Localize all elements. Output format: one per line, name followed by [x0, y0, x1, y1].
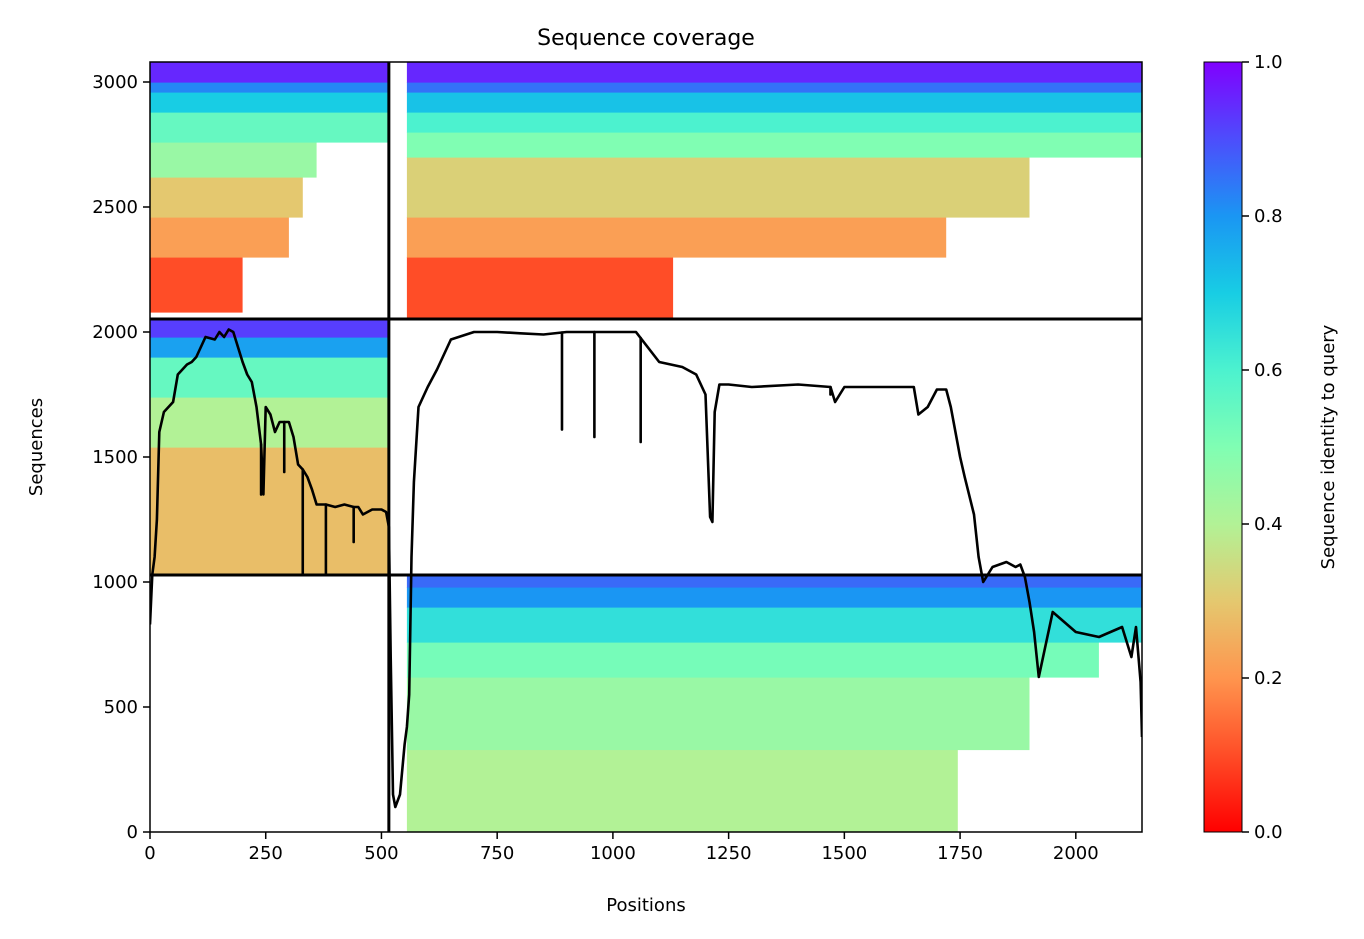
identity-band — [150, 319, 389, 338]
identity-band — [406, 257, 674, 320]
colorbar-tick-label: 0.2 — [1254, 668, 1283, 689]
identity-band — [406, 132, 1142, 158]
y-tick-label: 3000 — [92, 72, 138, 93]
identity-band — [150, 357, 389, 398]
boundary-layer — [150, 62, 1142, 832]
identity-band — [150, 337, 389, 358]
y-tick-label: 1500 — [92, 447, 138, 468]
identity-band — [150, 92, 389, 113]
y-axis-label: Sequences — [26, 398, 47, 496]
x-tick-label: 500 — [364, 843, 398, 864]
coverage-line — [150, 328, 1142, 809]
plot-frame — [149, 61, 1143, 833]
colorbar: 0.0 0.2 0.4 0.6 0.8 1.0 Sequence identity to … — [1203, 52, 1339, 843]
colorbar-ticks: 0.0 0.2 0.4 0.6 0.8 1.0 — [1242, 52, 1283, 843]
identity-band — [406, 749, 958, 832]
block-middle-left — [150, 319, 389, 576]
block-top-left — [150, 62, 389, 313]
x-tick-label: 1250 — [706, 843, 752, 864]
identity-band — [406, 217, 947, 258]
x-axis: 0 250 500 750 1000 1250 1500 1750 2000 — [144, 832, 1099, 864]
y-tick-label: 1000 — [92, 572, 138, 593]
identity-band — [406, 112, 1142, 133]
identity-band — [150, 142, 317, 178]
block-bottom-right — [406, 575, 1142, 832]
identity-band — [406, 677, 1030, 751]
x-tick-label: 1500 — [821, 843, 867, 864]
identity-band — [150, 62, 389, 83]
identity-band — [150, 447, 389, 576]
y-tick-label: 2500 — [92, 197, 138, 218]
y-axis: 0 500 1000 1500 2000 2500 3000 — [92, 72, 150, 843]
identity-band — [150, 397, 389, 448]
x-tick-label: 0 — [144, 843, 155, 864]
chart-title: Sequence coverage — [537, 26, 755, 51]
identity-band — [150, 82, 389, 93]
colorbar-tick-label: 1.0 — [1254, 52, 1283, 73]
identity-band — [406, 642, 1099, 678]
colorbar-tick-label: 0.0 — [1254, 822, 1283, 843]
colorbar-label: Sequence identity to query — [1318, 324, 1339, 569]
x-tick-label: 250 — [249, 843, 283, 864]
heatmap-layer — [150, 62, 1142, 832]
identity-band — [406, 62, 1142, 83]
identity-band — [406, 607, 1142, 643]
x-tick-label: 750 — [480, 843, 514, 864]
y-tick-label: 500 — [104, 697, 138, 718]
x-axis-label: Positions — [606, 895, 685, 916]
identity-band — [150, 112, 389, 143]
colorbar-tick-label: 0.8 — [1254, 206, 1283, 227]
y-tick-label: 0 — [127, 822, 138, 843]
identity-band — [150, 257, 243, 313]
identity-band — [406, 157, 1030, 218]
colorbar-tick-label: 0.6 — [1254, 360, 1283, 381]
identity-band — [406, 575, 1142, 588]
block-top-right — [406, 62, 1142, 320]
colorbar-gradient — [1203, 61, 1243, 833]
identity-band — [150, 217, 289, 258]
x-tick-label: 2000 — [1053, 843, 1099, 864]
identity-band — [406, 587, 1142, 608]
identity-band — [406, 82, 1142, 93]
x-tick-label: 1000 — [590, 843, 636, 864]
y-tick-label: 2000 — [92, 322, 138, 343]
identity-band — [150, 177, 303, 218]
coverage-layer — [150, 328, 1142, 809]
x-tick-label: 1750 — [937, 843, 983, 864]
colorbar-tick-label: 0.4 — [1254, 514, 1283, 535]
identity-band — [406, 92, 1142, 113]
